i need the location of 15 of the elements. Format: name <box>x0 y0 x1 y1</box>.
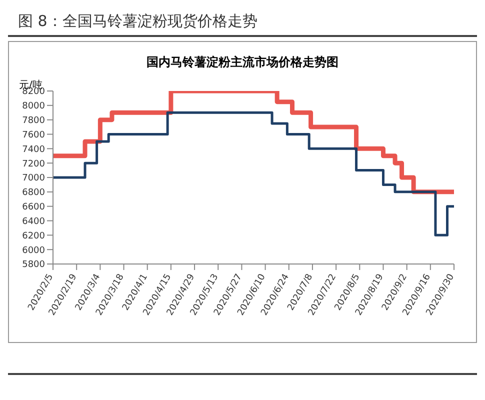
y-tick-label: 6800 <box>22 188 46 198</box>
chart-subtitle: 国内马铃薯淀粉主流市场价格走势图 <box>146 54 340 71</box>
y-tick-label: 6600 <box>22 202 46 213</box>
y-tick-label: 7000 <box>22 174 46 184</box>
y-tick-label: 6400 <box>22 216 46 227</box>
chart-title: 图 8：全国马铃薯淀粉现货价格走势 <box>8 8 477 37</box>
y-tick-label: 7800 <box>22 116 46 126</box>
y-tick-label: 7600 <box>22 130 46 140</box>
y-tick-label: 7400 <box>22 144 46 155</box>
y-tick-label: 6000 <box>22 246 46 256</box>
y-tick-label: 8000 <box>22 102 46 112</box>
y-tick-label: 8200 <box>22 87 46 98</box>
y-tick-label: 7200 <box>22 159 46 170</box>
y-tick-label: 5800 <box>22 260 46 270</box>
y-tick-label: 6200 <box>22 231 46 242</box>
